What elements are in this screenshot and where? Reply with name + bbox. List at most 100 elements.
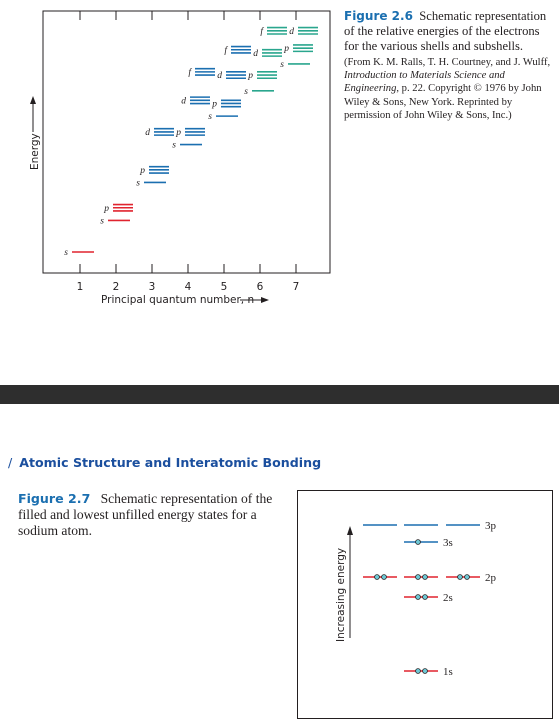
running-head-slash: /: [8, 455, 13, 470]
x-axis-label-group: Principal quantum number, n: [101, 294, 269, 306]
credit-book-title: Introduction to Materials Science and En…: [344, 70, 505, 95]
level-6d: d: [253, 49, 282, 59]
electron-dot: [374, 574, 380, 580]
level-1s: s: [64, 248, 94, 258]
subshell-label: s: [136, 178, 140, 188]
level-5p: p: [211, 99, 241, 109]
subshell-label: d: [145, 128, 150, 138]
level-4f: f: [188, 67, 215, 78]
state-label: 3p: [485, 520, 497, 532]
subshell-label: s: [100, 216, 104, 226]
subshell-label: p: [103, 204, 109, 214]
subshell-label: s: [244, 87, 248, 97]
level-5f: f: [224, 45, 251, 56]
level-7p: p: [283, 44, 313, 54]
y-axis-arrow-head: [30, 96, 36, 104]
level-2s: s: [100, 216, 130, 226]
electron-dot: [464, 574, 470, 580]
state-1s: 1s: [404, 666, 453, 678]
sodium-energy-states-diagram: Increasing energy 3p 3s 2p 2s 1s: [297, 490, 553, 719]
subshell-label: p: [175, 128, 181, 138]
x-tick-label: 3: [149, 281, 156, 293]
electron-dot: [415, 539, 421, 545]
plot-frame: [42, 10, 331, 274]
level-4d: d: [181, 96, 210, 106]
figure-2-6-caption-text: Schematic representation of the relative…: [344, 9, 547, 54]
subshell-label: f: [224, 45, 228, 56]
state-3s: 3s: [404, 537, 453, 549]
figure-2-6-credit: (From K. M. Ralls, T. H. Courtney, and J…: [344, 56, 554, 123]
level-5d: d: [217, 71, 246, 81]
subshell-label: s: [64, 248, 68, 258]
figure-2-6-number: Figure 2.6: [344, 9, 413, 23]
subshell-label: f: [188, 67, 192, 78]
electron-dot: [415, 574, 421, 580]
credit-prefix: (From K. M. Ralls, T. H. Courtney, and J…: [344, 56, 551, 68]
figure-2-7-caption-text: Schematic representation of the filled a…: [18, 491, 273, 538]
subshell-label: p: [283, 44, 289, 54]
subshell-label: d: [181, 96, 186, 106]
x-tick-label: 4: [185, 281, 192, 293]
level-3p: p: [139, 166, 169, 176]
state-label: 3s: [443, 537, 453, 549]
electron-dot: [422, 668, 428, 674]
x-axis-ticks: 1 2 3 4 5 6 7: [77, 11, 300, 293]
x-tick-label: 5: [221, 281, 228, 293]
figure-2-7-number: Figure 2.7: [18, 491, 91, 506]
electron-dot: [415, 594, 421, 600]
state-label: 1s: [443, 666, 453, 678]
figure-2-7-caption: Figure 2.7 Schematic representation of t…: [18, 491, 288, 539]
subshell-label: s: [172, 141, 176, 151]
state-2s: 2s: [404, 592, 453, 604]
figure-2-7-frame: [297, 490, 553, 719]
running-head-title: Atomic Structure and Interatomic Bonding: [19, 455, 322, 470]
y-axis-label-group: Energy: [29, 96, 41, 170]
level-7s: s: [280, 60, 310, 70]
subshell-label: p: [211, 99, 217, 109]
fig27-y-axis-arrow-head: [347, 526, 353, 535]
level-6f: f: [260, 26, 287, 37]
subshell-label: s: [208, 112, 212, 122]
subshell-label: f: [260, 26, 264, 37]
subshell-label: d: [289, 27, 294, 37]
subshell-label: s: [280, 60, 284, 70]
figure-2-6-caption: Figure 2.6 Schematic representation of t…: [344, 9, 554, 123]
state-label: 2s: [443, 592, 453, 604]
fig27-y-axis-label: Increasing energy: [335, 548, 347, 642]
figure-2-7: Increasing energy 3p 3s 2p 2s 1s: [297, 490, 553, 719]
x-tick-label: 7: [293, 281, 300, 293]
level-2p: p: [103, 204, 133, 214]
credit-suffix: , p. 22. Copyright © 1976 by John Wiley …: [344, 83, 542, 122]
level-5s: s: [208, 112, 238, 122]
x-axis-arrow-head: [261, 297, 269, 303]
energy-states: 3p 3s 2p 2s 1s: [363, 520, 497, 678]
x-tick-label: 2: [113, 281, 120, 293]
running-head: / Atomic Structure and Interatomic Bondin…: [8, 455, 321, 470]
page-divider-band: [0, 385, 559, 404]
electron-dot: [422, 574, 428, 580]
x-tick-label: 6: [257, 281, 264, 293]
level-3s: s: [136, 178, 166, 188]
subshell-label: d: [253, 49, 258, 59]
x-axis-label: Principal quantum number, n: [101, 294, 254, 306]
level-7d: d: [289, 27, 318, 37]
electron-dot: [415, 668, 421, 674]
level-6p: p: [247, 71, 277, 81]
subshell-label: p: [139, 166, 145, 176]
state-label: 2p: [485, 572, 497, 584]
x-tick-label: 1: [77, 281, 84, 293]
electron-dot: [422, 594, 428, 600]
state-3p: 3p: [363, 520, 497, 532]
state-2p: 2p: [363, 572, 497, 584]
electron-dot: [381, 574, 387, 580]
level-6s: s: [244, 87, 274, 97]
level-4s: s: [172, 141, 202, 151]
subshell-label: p: [247, 71, 253, 81]
y-axis-label: Energy: [29, 133, 41, 170]
level-3d: d: [145, 128, 174, 138]
subshell-label: d: [217, 71, 222, 81]
level-4p: p: [175, 128, 205, 138]
